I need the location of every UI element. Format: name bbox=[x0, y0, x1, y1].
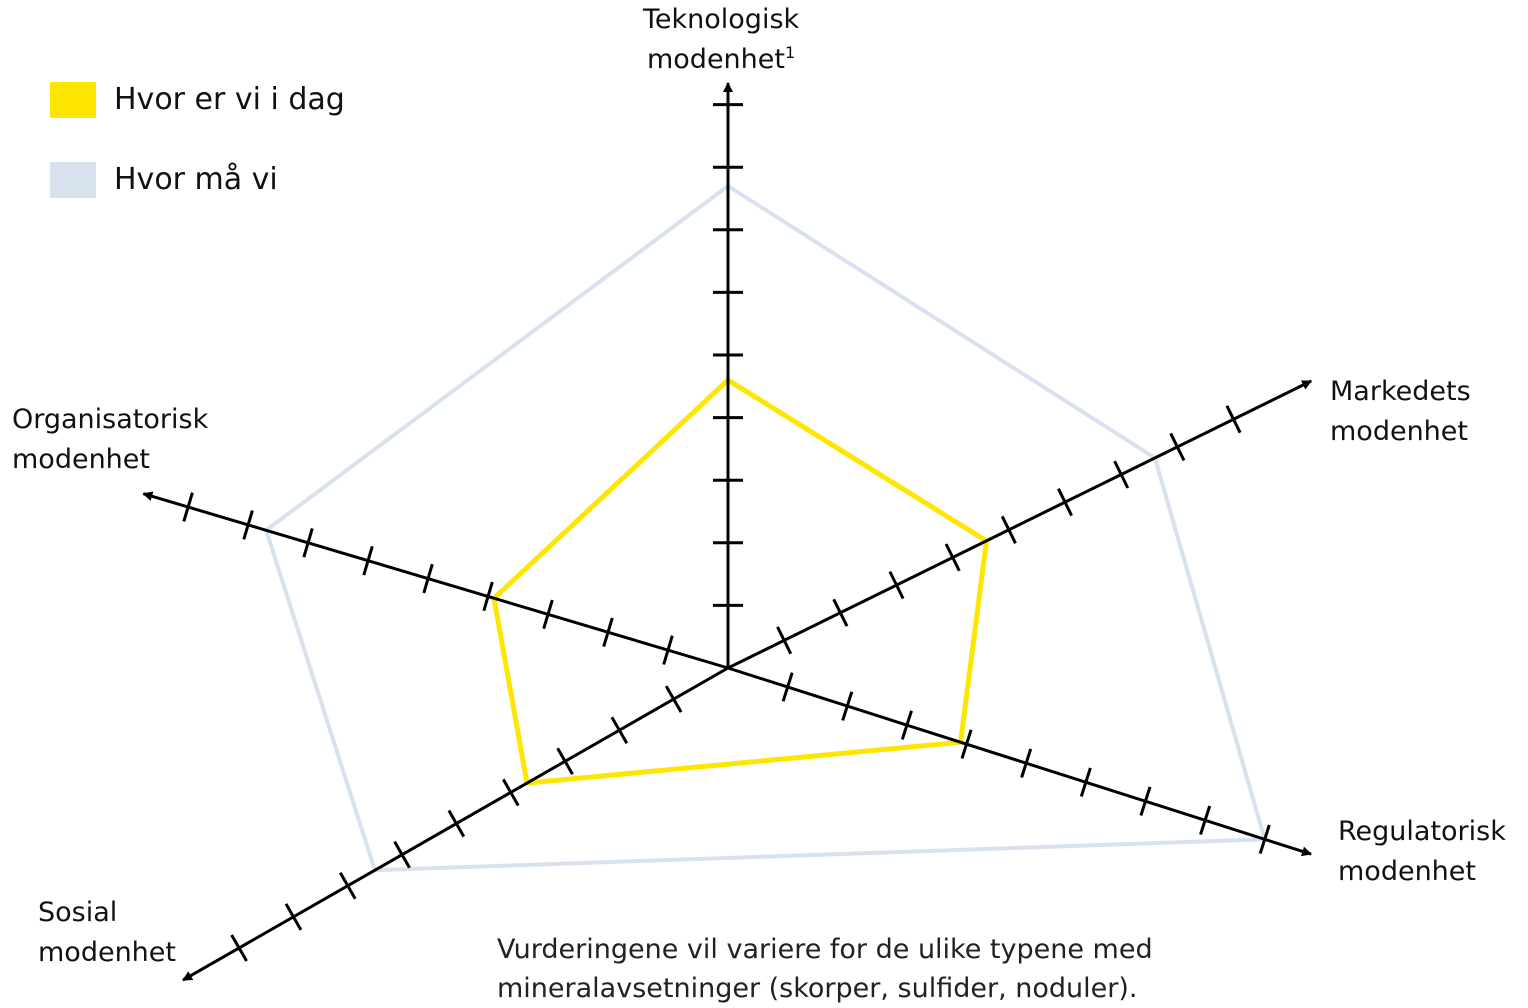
axis-tick-mark-4 bbox=[944, 543, 961, 572]
axis-tick-org-7 bbox=[302, 527, 314, 558]
axis-tick-mark-7 bbox=[1113, 460, 1130, 489]
axis-tick-org-8 bbox=[242, 510, 254, 540]
axis-tick-reg-2 bbox=[841, 691, 854, 721]
axis-tick-reg-1 bbox=[781, 672, 794, 702]
axis-tick-org-9 bbox=[182, 492, 194, 522]
axis-tick-mark-1 bbox=[776, 626, 793, 655]
axis-tick-sos-1 bbox=[664, 685, 683, 713]
axis-tick-mark-8 bbox=[1169, 432, 1186, 462]
chart-note: Vurderingene vil variere for de ulike ty… bbox=[497, 930, 1153, 1008]
axis-label-sosial: Sosial modenhet bbox=[38, 893, 176, 973]
legend-swatch-today bbox=[50, 82, 96, 118]
axis-tick-sos-5 bbox=[447, 809, 466, 838]
axis-label-regulatorisk-line1: Regulatorisk bbox=[1338, 816, 1506, 847]
axis-tick-org-1 bbox=[662, 635, 674, 665]
axis-tick-org-2 bbox=[602, 617, 614, 648]
axis-label-organisatorisk-line1: Organisatorisk bbox=[12, 404, 209, 435]
axis-tick-mark-9 bbox=[1225, 405, 1242, 434]
axis-label-markedets-line1: Markedets bbox=[1330, 376, 1471, 407]
axis-tick-reg-8 bbox=[1199, 805, 1212, 835]
series-polygon-target bbox=[263, 183, 1268, 873]
axis-label-regulatorisk-line2: modenhet bbox=[1338, 856, 1476, 887]
axis-label-teknologisk-line2: modenhet1 bbox=[643, 40, 799, 80]
chart-note-line1: Vurderingene vil variere for de ulike ty… bbox=[497, 934, 1153, 965]
axis-tick-reg-6 bbox=[1079, 767, 1092, 797]
axis-tick-org-4 bbox=[482, 581, 494, 612]
axis-tick-sos-3 bbox=[556, 747, 574, 776]
axis-tick-sos-8 bbox=[284, 903, 303, 931]
axis-tick-reg-4 bbox=[960, 729, 973, 759]
axis-layer bbox=[142, 82, 1313, 982]
axis-tick-mark-2 bbox=[832, 598, 849, 627]
axis-label-sosial-line2: modenhet bbox=[38, 937, 176, 968]
series-layer bbox=[263, 183, 1268, 873]
axis-tick-mark-5 bbox=[1000, 515, 1017, 544]
axis-tick-reg-5 bbox=[1020, 748, 1033, 778]
axis-line-reg bbox=[727, 666, 1312, 857]
axis-tick-reg-9 bbox=[1258, 824, 1271, 855]
legend-item-target: Hvor må vi bbox=[50, 162, 278, 198]
axis-label-sosial-line1: Sosial bbox=[38, 897, 118, 928]
chart-note-line2: mineralavsetninger (skorper, sulfider, n… bbox=[497, 973, 1138, 1004]
footnote-marker: 1 bbox=[784, 43, 796, 62]
legend-label-today: Hvor er vi i dag bbox=[114, 82, 345, 117]
axis-tick-mark-6 bbox=[1057, 488, 1073, 517]
axis-tick-sos-2 bbox=[610, 716, 629, 744]
series-polygon-today bbox=[491, 376, 990, 786]
axis-label-teknologisk-line1: Teknologisk bbox=[643, 4, 800, 35]
axis-label-organisatorisk-line2: modenhet bbox=[12, 444, 150, 475]
axis-label-organisatorisk: Organisatorisk modenhet bbox=[12, 400, 208, 480]
axis-tick-sos-9 bbox=[230, 934, 248, 962]
legend-item-today: Hvor er vi i dag bbox=[50, 82, 345, 118]
axis-tick-org-6 bbox=[362, 545, 374, 576]
legend-swatch-target bbox=[50, 162, 96, 198]
axis-label-markedets-line2: modenhet bbox=[1330, 416, 1468, 447]
axis-tick-org-3 bbox=[542, 599, 554, 630]
axis-tick-sos-4 bbox=[501, 778, 520, 807]
axis-line-org bbox=[142, 491, 729, 670]
axis-tick-mark-3 bbox=[888, 570, 905, 600]
axis-label-regulatorisk: Regulatorisk modenhet bbox=[1338, 812, 1506, 892]
axis-label-teknologisk-word: modenhet bbox=[646, 44, 785, 75]
axis-line-mark bbox=[727, 379, 1313, 670]
axis-tick-reg-3 bbox=[900, 710, 913, 740]
axis-label-teknologisk: Teknologisk modenhet1 bbox=[643, 0, 799, 80]
axis-tick-org-5 bbox=[422, 563, 434, 594]
axis-tick-sos-7 bbox=[338, 872, 357, 900]
legend-label-target: Hvor må vi bbox=[114, 162, 278, 197]
axis-label-markedets: Markedets modenhet bbox=[1330, 372, 1471, 452]
axis-tick-reg-7 bbox=[1139, 786, 1152, 816]
axis-tick-sos-6 bbox=[393, 840, 411, 869]
